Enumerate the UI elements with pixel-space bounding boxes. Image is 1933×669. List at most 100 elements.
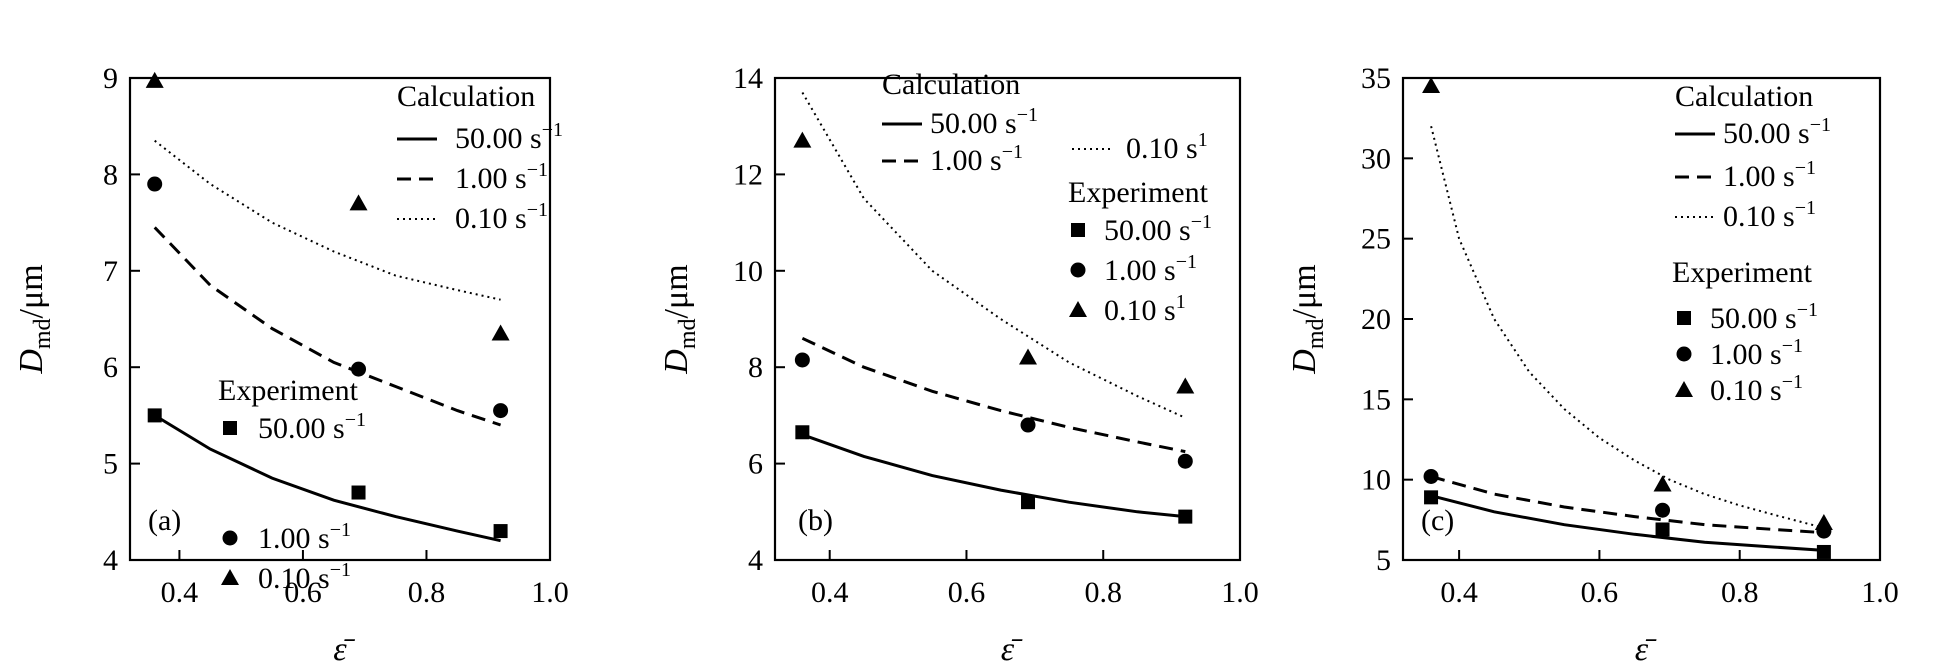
y-tick-label: 25 bbox=[1361, 223, 1391, 256]
legend-calc-label: 50.00 s−1 bbox=[930, 104, 1038, 140]
x-tick-label: 1.0 bbox=[1861, 576, 1899, 609]
x-tick-label: 0.8 bbox=[1721, 576, 1759, 609]
x-tick-label: 0.4 bbox=[811, 576, 849, 609]
exp-point-triangle bbox=[349, 194, 368, 211]
y-tick-label: 8 bbox=[103, 158, 118, 191]
x-tick-label: 0.4 bbox=[1440, 576, 1478, 609]
exp-point-triangle bbox=[1176, 377, 1195, 394]
calc-line-triangle bbox=[1430, 125, 1825, 529]
legend-calc-title: Calculation bbox=[397, 80, 535, 113]
y-axis-label-unit: /μm bbox=[1286, 264, 1323, 318]
y-tick-label: 4 bbox=[103, 544, 118, 577]
legend-exp-marker bbox=[1069, 301, 1087, 317]
plot-frame bbox=[128, 76, 552, 562]
x-axis-label: ε̄ bbox=[1635, 631, 1657, 668]
calc-line-square bbox=[801, 433, 1186, 519]
legend-exp-marker bbox=[1071, 223, 1085, 237]
legend-calc-label: 0.10 s−1 bbox=[455, 199, 548, 235]
legend-exp-label: 1.00 s−1 bbox=[258, 519, 351, 555]
chart-panel-a: 0.4 0.6 0.8 1.0 4 5 6 7 8 9 ε̄ Dmd/μm (a) Calculation… bbox=[13, 62, 569, 668]
exp-point-triangle bbox=[1814, 514, 1833, 531]
exp-point-circle bbox=[794, 352, 810, 368]
legend-calc-label: 50.00 s−1 bbox=[455, 119, 563, 155]
legend-exp-marker bbox=[1677, 311, 1691, 325]
x-tick-label: 0.8 bbox=[408, 576, 446, 609]
panel-label: (c) bbox=[1421, 504, 1454, 537]
legend-exp-marker bbox=[1070, 262, 1086, 278]
legend-exp-marker bbox=[221, 569, 239, 585]
exp-point-square bbox=[1424, 490, 1439, 505]
y-axis-label-sub: md bbox=[30, 318, 56, 349]
calc-line-square bbox=[153, 414, 501, 543]
exp-point-triangle bbox=[1653, 475, 1672, 492]
legend-exp-marker bbox=[1676, 346, 1692, 362]
y-tick-label: 6 bbox=[103, 351, 118, 384]
legend-calc-label: 1.00 s−1 bbox=[455, 159, 548, 195]
legend-exp-label: 0.10 s−1 bbox=[1710, 371, 1803, 407]
exp-point-circle bbox=[1177, 453, 1193, 469]
y-tick-label: 5 bbox=[103, 448, 118, 481]
y-tick-label: 15 bbox=[1361, 383, 1391, 416]
exp-point-circle bbox=[351, 361, 367, 377]
y-axis-label: Dmd/μm bbox=[1286, 264, 1329, 374]
legend-calc-title: Calculation bbox=[1675, 80, 1813, 113]
y-axis-label-sub: md bbox=[675, 318, 701, 349]
exp-point-square bbox=[1655, 522, 1670, 537]
x-tick-label: 0.8 bbox=[1084, 576, 1122, 609]
chart-panel-c: 0.4 0.6 0.8 1.0 5 10 15 20 25 30 35 ε̄ Dmd/μm (c) Calc… bbox=[1286, 62, 1899, 668]
legend-exp-title: Experiment bbox=[1068, 176, 1209, 209]
exp-point-square bbox=[351, 485, 366, 500]
legend-exp-marker bbox=[223, 421, 237, 435]
calc-line-triangle bbox=[801, 91, 1186, 419]
y-axis-label: Dmd/μm bbox=[13, 264, 56, 374]
x-tick-label: 0.6 bbox=[284, 576, 322, 609]
x-tick-label: 1.0 bbox=[1221, 576, 1259, 609]
legend-calc-label: 0.10 s1 bbox=[1126, 129, 1208, 165]
y-axis-label-unit: /μm bbox=[658, 264, 695, 318]
y-axis-label-main: D bbox=[1286, 349, 1323, 375]
legend-exp-label: 1.00 s−1 bbox=[1104, 251, 1197, 287]
legend-calc-label: 1.00 s−1 bbox=[1723, 157, 1816, 193]
y-tick-label: 30 bbox=[1361, 142, 1391, 175]
exp-point-square bbox=[1178, 509, 1193, 524]
y-tick-label: 20 bbox=[1361, 303, 1391, 336]
exp-point-circle bbox=[1423, 468, 1439, 484]
exp-point-triangle bbox=[491, 324, 510, 341]
y-tick-label: 6 bbox=[748, 448, 763, 481]
panel-label: (a) bbox=[148, 504, 181, 537]
legend-exp-title: Experiment bbox=[218, 374, 359, 407]
exp-point-square bbox=[1816, 544, 1831, 559]
exp-point-circle bbox=[493, 403, 509, 419]
y-tick-label: 14 bbox=[733, 62, 763, 95]
exp-point-circle bbox=[147, 176, 163, 192]
panel-label: (b) bbox=[798, 504, 833, 537]
legend-exp-label: 1.00 s−1 bbox=[1710, 335, 1803, 371]
exp-point-square bbox=[493, 524, 508, 539]
legend-calc-label: 50.00 s−1 bbox=[1723, 114, 1831, 150]
legend-calc-label: 0.10 s−1 bbox=[1723, 197, 1816, 233]
y-axis-label-main: D bbox=[13, 349, 50, 375]
legend-exp-marker bbox=[1675, 381, 1693, 397]
legend-calc-label: 1.00 s−1 bbox=[930, 141, 1023, 177]
y-tick-label: 7 bbox=[103, 255, 118, 288]
x-tick-label: 0.4 bbox=[161, 576, 199, 609]
y-axis-label-main: D bbox=[658, 349, 695, 375]
x-tick-label: 0.6 bbox=[948, 576, 986, 609]
y-tick-label: 10 bbox=[733, 255, 763, 288]
exp-point-triangle bbox=[145, 71, 164, 88]
y-tick-label: 10 bbox=[1361, 464, 1391, 497]
exp-point-square bbox=[1021, 495, 1036, 510]
exp-point-triangle bbox=[1019, 348, 1038, 365]
y-axis-label-unit: /μm bbox=[13, 264, 50, 318]
plot-frame bbox=[773, 76, 1242, 562]
calc-line-triangle bbox=[154, 139, 501, 301]
legend-exp-marker bbox=[222, 530, 238, 546]
x-tick-label: 0.6 bbox=[1581, 576, 1619, 609]
y-tick-label: 9 bbox=[103, 62, 118, 95]
calc-line-circle bbox=[1430, 475, 1824, 535]
y-tick-label: 4 bbox=[748, 544, 763, 577]
exp-point-triangle bbox=[1422, 77, 1441, 94]
legend-exp-label: 50.00 s−1 bbox=[1104, 211, 1212, 247]
y-axis-label-sub: md bbox=[1303, 318, 1329, 349]
